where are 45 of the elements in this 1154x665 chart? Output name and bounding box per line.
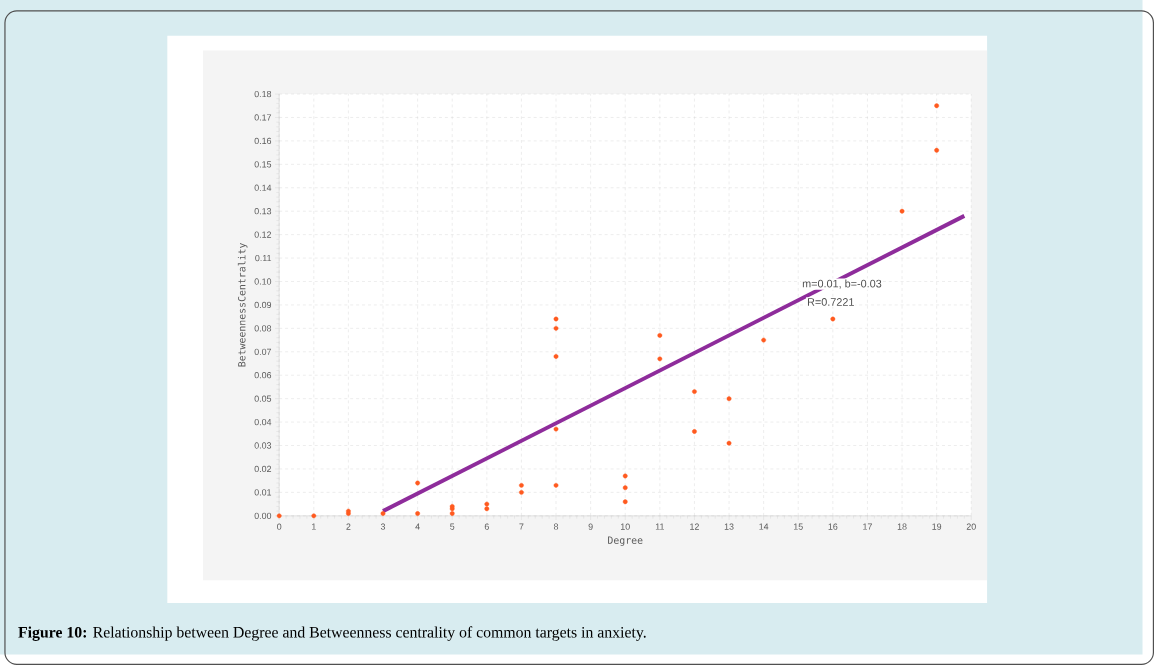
x-tick-label: 19 bbox=[932, 523, 942, 530]
y-tick-label: 0.03 bbox=[254, 442, 272, 449]
text: Figure 10: Relationship between Degree and Betweenness centrality of common targets in anxiety. bbox=[18, 626, 646, 641]
x-tick-label: 18 bbox=[897, 523, 907, 530]
x-tick-label: 11 bbox=[655, 523, 664, 530]
y-tick-label: 0.01 bbox=[254, 489, 272, 496]
x-tick-label: 17 bbox=[863, 523, 872, 530]
y-tick-label: 0.16 bbox=[254, 137, 272, 145]
x-tick-label: 13 bbox=[724, 523, 734, 530]
x-tick-label: 2 bbox=[346, 523, 351, 530]
y-axis-title: BetweennessCentrality bbox=[237, 243, 248, 367]
y-tick-label: 0.07 bbox=[254, 348, 272, 355]
x-tick-label: 15 bbox=[793, 523, 803, 530]
x-tick-label: 20 bbox=[966, 523, 976, 530]
y-tick-label: 0.10 bbox=[254, 278, 272, 285]
x-tick-label: 7 bbox=[519, 523, 524, 530]
y-tick-label: 0.11 bbox=[255, 254, 272, 262]
x-tick-label: 16 bbox=[828, 523, 838, 530]
y-tick-label: 0.04 bbox=[254, 418, 272, 426]
y-tick-label: 0.14 bbox=[254, 184, 272, 191]
y-tick-label: 0.17 bbox=[254, 114, 272, 121]
y-tick-label: 0.00 bbox=[254, 512, 272, 519]
x-axis-title: Degree bbox=[608, 536, 643, 546]
x-tick-label: 10 bbox=[620, 523, 630, 530]
y-tick-label: 0.06 bbox=[254, 372, 272, 379]
x-tick-label: 12 bbox=[690, 523, 699, 530]
annotation: m=0.01, b=-0.03 bbox=[802, 279, 882, 289]
annotation: R=0.7221 bbox=[807, 298, 854, 306]
x-tick-label: 3 bbox=[380, 523, 386, 530]
y-tick-label: 0.09 bbox=[254, 301, 272, 309]
x-tick-label: 9 bbox=[588, 523, 593, 530]
y-tick-label: 0.05 bbox=[254, 395, 272, 402]
x-tick-label: 0 bbox=[277, 523, 282, 530]
x-tick-label: 14 bbox=[759, 523, 769, 530]
y-tick-label: 0.13 bbox=[254, 208, 272, 215]
x-tick-label: 8 bbox=[553, 523, 559, 530]
y-tick-label: 0.12 bbox=[254, 231, 272, 238]
x-tick-label: 1 bbox=[312, 523, 316, 530]
y-tick-label: 0.08 bbox=[254, 325, 272, 332]
y-tick-label: 0.18 bbox=[254, 90, 272, 98]
y-tick-label: 0.15 bbox=[254, 161, 272, 168]
x-tick-label: 4 bbox=[415, 523, 420, 530]
x-tick-label: 5 bbox=[450, 523, 455, 530]
y-tick-label: 0.02 bbox=[254, 465, 272, 473]
x-tick-label: 6 bbox=[484, 523, 489, 530]
